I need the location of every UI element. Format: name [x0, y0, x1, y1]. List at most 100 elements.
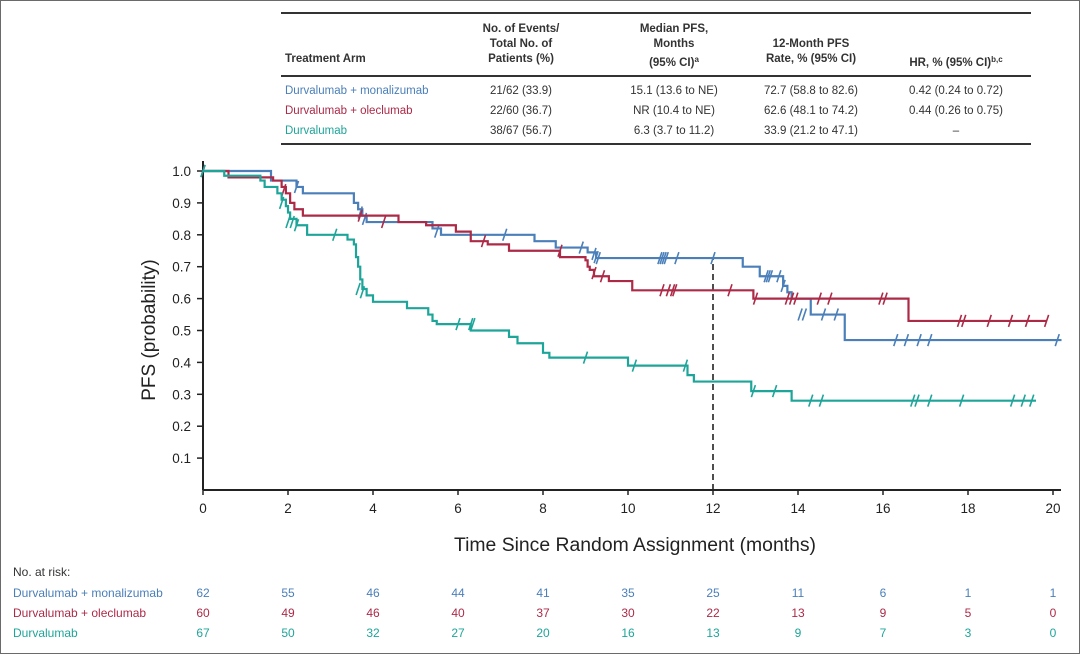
row-median: 15.1 (13.6 to NE) [630, 85, 718, 97]
row-arm: Durvalumab + monalizumab [285, 85, 429, 97]
at-risk-count: 13 [706, 626, 720, 640]
censor-mark [657, 251, 663, 265]
censor-mark [926, 333, 933, 347]
censor-mark [892, 333, 899, 347]
table-top-rule [281, 12, 1031, 14]
censor-mark [926, 394, 933, 407]
row-rate: 62.6 (48.1 to 74.2) [764, 105, 858, 117]
at-risk-count: 7 [879, 626, 887, 640]
at-risk-count: 9 [879, 606, 887, 620]
at-risk-count: 46 [366, 586, 380, 600]
at-risk-count: 22 [706, 606, 720, 620]
censor-mark [960, 314, 967, 328]
censor-mark [727, 284, 733, 297]
censor-mark [293, 180, 300, 194]
row-arm: Durvalumab + oleclumab [285, 105, 413, 117]
series-durvalumab [200, 164, 1036, 407]
at-risk-count: 32 [366, 626, 380, 640]
censor-mark [467, 317, 474, 331]
at-risk-count: 0 [1049, 626, 1057, 640]
at-risk-arm-label: Durvalumab [13, 626, 78, 640]
at-risk-count: 27 [451, 626, 465, 640]
censor-mark [818, 394, 825, 407]
row-arm: Durvalumab [285, 125, 347, 137]
header-median-line3: (95% CI)a [604, 52, 744, 71]
censor-mark [595, 251, 602, 265]
at-risk-arm-label: Durvalumab + oleclumab [13, 606, 147, 620]
censor-mark [1007, 314, 1014, 328]
censor-mark [380, 215, 387, 229]
y-tick-label: 0.3 [172, 387, 191, 402]
at-risk-count: 67 [196, 626, 210, 640]
censor-mark [480, 234, 487, 248]
x-tick-label: 8 [539, 501, 547, 516]
x-tick-label: 14 [790, 501, 806, 516]
censor-mark [833, 308, 840, 321]
censor-mark [801, 308, 808, 321]
y-tick-label: 1.0 [172, 164, 191, 179]
km-curve-monalizumab [203, 169, 1062, 342]
censor-mark [710, 251, 716, 265]
censor-mark [797, 308, 803, 321]
censor-mark [784, 292, 791, 305]
censor-mark [631, 359, 638, 372]
at-risk-count: 44 [451, 586, 465, 600]
censor-mark [956, 314, 963, 328]
censor-mark [293, 218, 300, 232]
row-events: 21/62 (33.9) [489, 85, 552, 97]
row-events: 38/67 (56.7) [489, 125, 552, 137]
censor-mark [878, 292, 884, 305]
header-events-line1: No. of Events/ [482, 23, 560, 35]
censor-mark [771, 384, 778, 398]
censor-mark [200, 164, 206, 178]
censor-mark [674, 251, 680, 265]
row-rate: 33.9 (21.2 to 47.1) [764, 125, 858, 137]
table-bottom-rule [281, 143, 1031, 145]
censor-mark [793, 292, 799, 305]
at-risk-count: 30 [621, 606, 635, 620]
censor-mark [501, 228, 508, 242]
at-risk-count: 16 [621, 626, 635, 640]
at-risk-count: 13 [791, 606, 805, 620]
at-risk-count: 1 [964, 586, 972, 600]
header-rate-line1: 12-Month PFS [772, 38, 850, 50]
series-oleclumab [200, 164, 1050, 328]
censor-mark [776, 270, 782, 283]
header-events-line2: Total No. of [489, 38, 553, 50]
x-tick-label: 20 [1045, 501, 1060, 516]
censor-mark [455, 317, 461, 331]
header-12-month-rate: 12-Month PFS Rate, % (95% CI) [736, 37, 886, 67]
y-tick-label: 0.4 [172, 355, 191, 370]
at-risk-label: No. at risk: [13, 565, 71, 579]
at-risk-count: 40 [451, 606, 465, 620]
censor-mark [986, 314, 993, 328]
censor-mark [671, 284, 678, 297]
x-tick-label: 2 [284, 501, 292, 516]
at-risk-count: 35 [621, 586, 635, 600]
censor-mark [659, 284, 665, 297]
censor-mark [359, 285, 366, 299]
censor-mark [827, 292, 833, 305]
censor-mark [958, 394, 965, 407]
at-risk-count: 6 [879, 586, 887, 600]
y-axis-title: PFS (probability) [139, 259, 160, 401]
censor-mark [807, 394, 814, 407]
censor-mark [765, 270, 772, 283]
at-risk-count: 1 [1049, 586, 1057, 600]
censor-mark [289, 215, 296, 229]
censor-mark [355, 282, 361, 296]
km-curve-oleclumab [203, 169, 1047, 323]
at-risk-count: 0 [1049, 606, 1057, 620]
censor-mark [470, 317, 476, 331]
at-risk-count: 55 [281, 586, 295, 600]
row-hr: 0.44 (0.26 to 0.75) [909, 105, 1003, 117]
y-tick-label: 0.6 [172, 292, 191, 307]
x-tick-label: 0 [199, 501, 207, 516]
table-mid-rule [281, 75, 1031, 77]
censor-mark [780, 279, 786, 293]
at-risk-count: 25 [706, 586, 720, 600]
censor-mark [659, 251, 665, 265]
y-tick-label: 0.5 [172, 324, 191, 339]
censor-mark [909, 394, 916, 407]
censor-mark [599, 270, 606, 283]
